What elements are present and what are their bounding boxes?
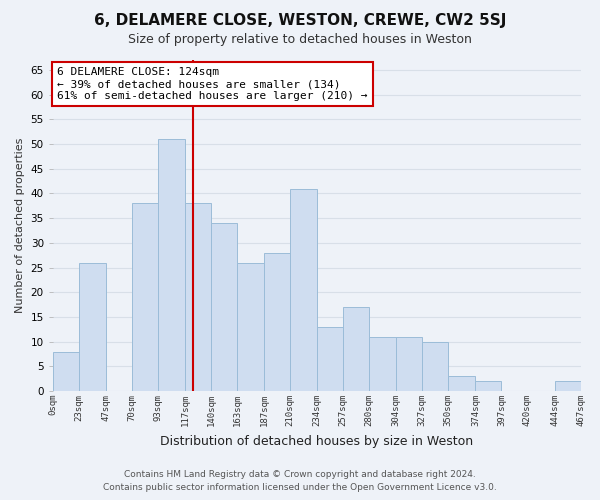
Bar xyxy=(448,376,475,391)
Bar xyxy=(264,253,290,391)
Bar xyxy=(79,262,106,391)
Bar xyxy=(397,337,422,391)
Text: 6 DELAMERE CLOSE: 124sqm
← 39% of detached houses are smaller (134)
61% of semi-: 6 DELAMERE CLOSE: 124sqm ← 39% of detach… xyxy=(58,68,368,100)
Text: Size of property relative to detached houses in Weston: Size of property relative to detached ho… xyxy=(128,32,472,46)
Text: Contains HM Land Registry data © Crown copyright and database right 2024.
Contai: Contains HM Land Registry data © Crown c… xyxy=(103,470,497,492)
Bar xyxy=(132,204,158,391)
Bar xyxy=(369,337,397,391)
Bar xyxy=(211,223,237,391)
Bar xyxy=(422,342,448,391)
Y-axis label: Number of detached properties: Number of detached properties xyxy=(15,138,25,314)
Text: 6, DELAMERE CLOSE, WESTON, CREWE, CW2 5SJ: 6, DELAMERE CLOSE, WESTON, CREWE, CW2 5S… xyxy=(94,12,506,28)
Bar xyxy=(554,382,581,391)
X-axis label: Distribution of detached houses by size in Weston: Distribution of detached houses by size … xyxy=(160,434,473,448)
Bar xyxy=(185,204,211,391)
Bar xyxy=(475,382,502,391)
Bar xyxy=(343,307,369,391)
Bar xyxy=(317,327,343,391)
Bar xyxy=(158,139,185,391)
Bar xyxy=(53,352,79,391)
Bar xyxy=(290,188,317,391)
Bar xyxy=(237,262,264,391)
